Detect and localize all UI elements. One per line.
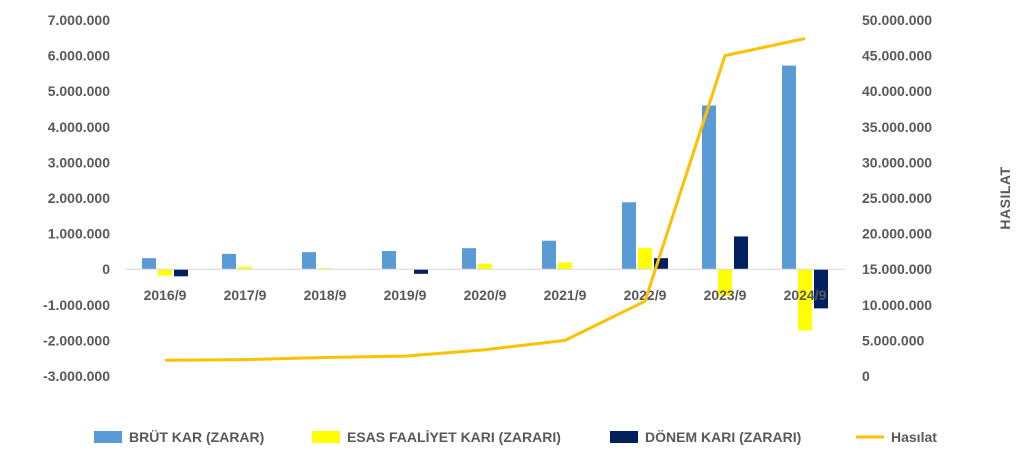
- legend-label: Hasılat: [891, 429, 937, 445]
- bar-2-3: [318, 268, 332, 270]
- category-label: 2022/9: [624, 287, 667, 303]
- left-tick-label: -3.000.000: [43, 368, 110, 384]
- left-tick-label: -2.000.000: [43, 332, 110, 348]
- right-tick-label: 45.000.000: [862, 48, 932, 64]
- bar-1-1: [142, 258, 156, 270]
- category-label: 2021/9: [544, 287, 587, 303]
- bar-1-2: [222, 253, 236, 270]
- bar-2-6: [558, 262, 572, 270]
- hasilat-line: [164, 37, 806, 362]
- right-axis-label: HASILAT: [997, 166, 1013, 229]
- bar-1-5: [462, 248, 476, 270]
- legend-label: ESAS FAALİYET KARI (ZARARI): [347, 429, 561, 445]
- category-label: 2017/9: [224, 287, 267, 303]
- bar-1-7: [622, 202, 636, 270]
- bar-2-8: [718, 269, 732, 296]
- bar-2-7: [638, 248, 652, 270]
- left-tick-label: 4.000.000: [48, 119, 110, 135]
- left-tick-label: 5.000.000: [48, 83, 110, 99]
- bar-3-8: [734, 236, 748, 270]
- category-label: 2020/9: [464, 287, 507, 303]
- legend-label: BRÜT KAR (ZARAR): [129, 429, 264, 445]
- legend-swatch: [94, 431, 122, 443]
- left-tick-label: 3.000.000: [48, 154, 110, 170]
- category-label: 2019/9: [384, 287, 427, 303]
- left-tick-label: 2.000.000: [48, 190, 110, 206]
- category-label: 2024/9: [784, 287, 827, 303]
- bar-2-1: [158, 269, 172, 276]
- right-axis-ticks: 0 5.000.000 10.000.000 15.000.000 20.000.000…: [862, 12, 932, 384]
- bar-3-1: [174, 269, 188, 277]
- bar-2-9: [798, 269, 812, 331]
- left-tick-label: -1.000.000: [43, 297, 110, 313]
- bar-2-2: [238, 266, 252, 270]
- legend-swatch: [610, 431, 638, 443]
- right-tick-label: 50.000.000: [862, 12, 932, 28]
- bar-1-8: [702, 105, 716, 270]
- bar-1-4: [382, 251, 396, 270]
- bar-3-7: [654, 258, 668, 270]
- category-label: 2018/9: [304, 287, 347, 303]
- left-tick-label: 0: [102, 261, 110, 277]
- left-tick-label: 1.000.000: [48, 226, 110, 242]
- right-tick-label: 35.000.000: [862, 119, 932, 135]
- category-labels: 2016/9 2017/9 2018/9 2019/9 2020/9 2021/9 2022…: [144, 287, 827, 303]
- category-label: 2023/9: [704, 287, 747, 303]
- bar-2-5: [478, 263, 492, 270]
- left-axis-ticks: -3.000.000 -2.000.000 -1.000.000 0 1.000.000…: [43, 12, 110, 384]
- right-tick-label: 25.000.000: [862, 190, 932, 206]
- left-tick-label: 6.000.000: [48, 48, 110, 64]
- bar-3-4: [414, 269, 428, 274]
- right-tick-label: 0: [862, 368, 870, 384]
- legend-label: DÖNEM KARI (ZARARI): [645, 429, 801, 445]
- right-tick-label: 20.000.000: [862, 226, 932, 242]
- legend-swatch: [312, 431, 340, 443]
- bar-3-9: [814, 269, 828, 309]
- bar-1-6: [542, 240, 556, 270]
- bars: [142, 65, 828, 331]
- right-tick-label: 15.000.000: [862, 261, 932, 277]
- category-label: 2016/9: [144, 287, 187, 303]
- bar-1-3: [302, 252, 316, 270]
- legend: BRÜT KAR (ZARAR) ESAS FAALİYET KARI (ZARA…: [94, 429, 937, 445]
- right-tick-label: 40.000.000: [862, 83, 932, 99]
- right-tick-label: 10.000.000: [862, 297, 932, 313]
- left-tick-label: 7.000.000: [48, 12, 110, 28]
- revenue-line: [164, 37, 806, 362]
- bar-1-9: [782, 65, 796, 270]
- right-tick-label: 5.000.000: [862, 332, 924, 348]
- right-tick-label: 30.000.000: [862, 154, 932, 170]
